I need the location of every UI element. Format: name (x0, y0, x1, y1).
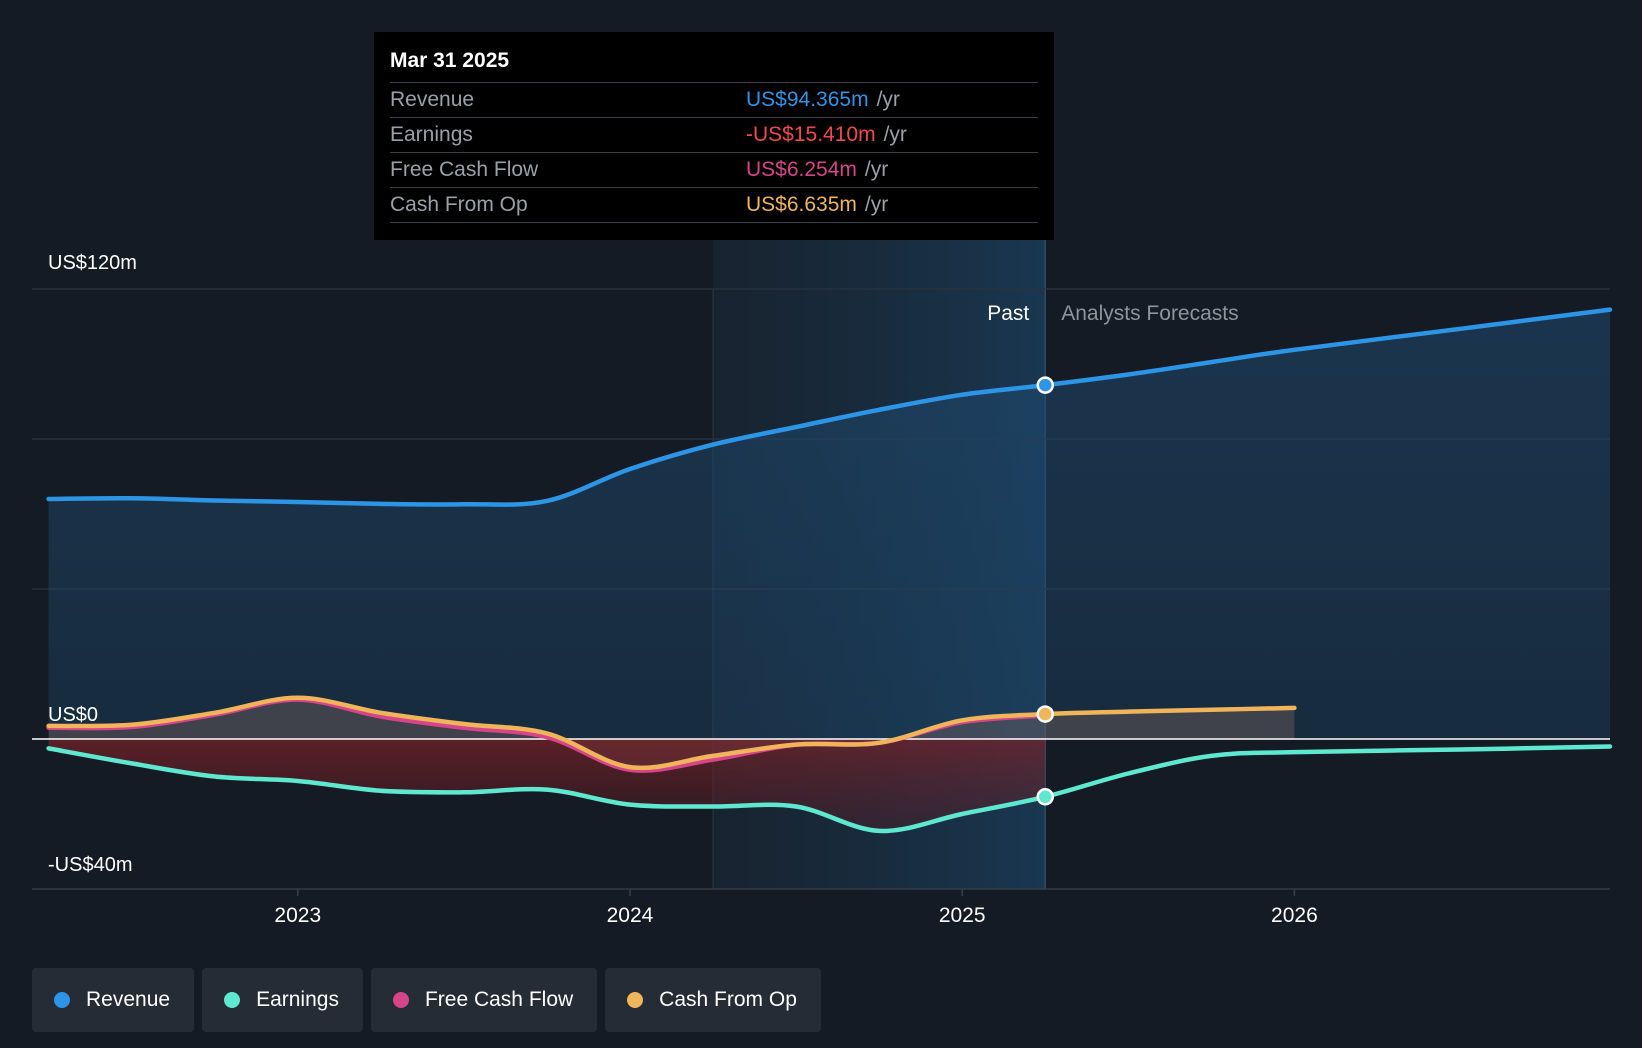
x-tick-label: 2025 (939, 904, 986, 927)
legend-dot-icon (627, 992, 644, 1008)
tooltip-unit: /yr (883, 123, 907, 146)
series-line-earnings (46, 744, 1613, 834)
tooltip-value: -US$15.410m (746, 123, 876, 146)
tooltip-unit: /yr (864, 193, 889, 216)
cash-from-op-area (48, 697, 1295, 768)
tooltip-label: Earnings (390, 123, 473, 146)
tooltip-row-fcf: Free Cash Flow US$6.254m /yr (390, 152, 1038, 187)
x-tick-label: 2026 (1271, 904, 1318, 927)
legend-label: Earnings (256, 988, 339, 1011)
tooltip-unit: /yr (864, 158, 889, 181)
tooltip-row-revenue: Revenue US$94.365m /yr (390, 82, 1038, 117)
series-line-cash-from-op (46, 695, 1297, 771)
earnings-area (48, 739, 1046, 831)
x-tick-label: 2024 (607, 904, 654, 927)
legend-item-free-cash-flow[interactable]: Free Cash Flow (370, 968, 598, 1032)
tooltip-label: Revenue (390, 88, 475, 111)
tooltip: Mar 31 2025 Revenue US$94.365m /yr Earni… (374, 32, 1054, 240)
forecast-label: Analysts Forecasts (1061, 302, 1238, 325)
marker-earnings (1036, 788, 1054, 806)
series-line-revenue (46, 307, 1613, 507)
y-label-top: US$120m (48, 252, 137, 274)
past-label: Past (987, 302, 1029, 325)
tooltip-unit: /yr (876, 88, 900, 111)
marker-revenue (1036, 376, 1054, 394)
legend-dot-icon (392, 992, 409, 1008)
legend-item-revenue[interactable]: Revenue (32, 968, 195, 1032)
y-label-bottom: -US$40m (48, 854, 133, 876)
revenue-area (48, 309, 1611, 739)
tooltip-label: Free Cash Flow (390, 158, 539, 181)
legend-dot-icon (224, 992, 241, 1008)
legend-label: Cash From Op (659, 988, 797, 1011)
marker-cash-from-op (1036, 705, 1054, 723)
tooltip-value: US$94.365m (746, 88, 869, 111)
legend-label: Free Cash Flow (424, 988, 574, 1011)
legend-dot-icon (54, 992, 70, 1008)
tooltip-row-earnings: Earnings -US$15.410m /yr (390, 117, 1038, 152)
legend-item-cash-from-op[interactable]: Cash From Op (605, 968, 821, 1032)
x-tick-label: 2023 (274, 904, 321, 927)
tooltip-date: Mar 31 2025 (390, 49, 510, 72)
tooltip-row-cfo: Cash From Op US$6.635m /yr (390, 187, 1038, 223)
tooltip-value: US$6.254m (746, 158, 857, 181)
y-label-zero: US$0 (48, 704, 99, 726)
legend: Revenue Earnings Free Cash Flow Cash Fro… (32, 968, 821, 1032)
tooltip-value: US$6.635m (746, 193, 857, 216)
legend-label: Revenue (86, 988, 171, 1011)
tooltip-label: Cash From Op (390, 193, 528, 216)
legend-item-earnings[interactable]: Earnings (202, 968, 363, 1032)
